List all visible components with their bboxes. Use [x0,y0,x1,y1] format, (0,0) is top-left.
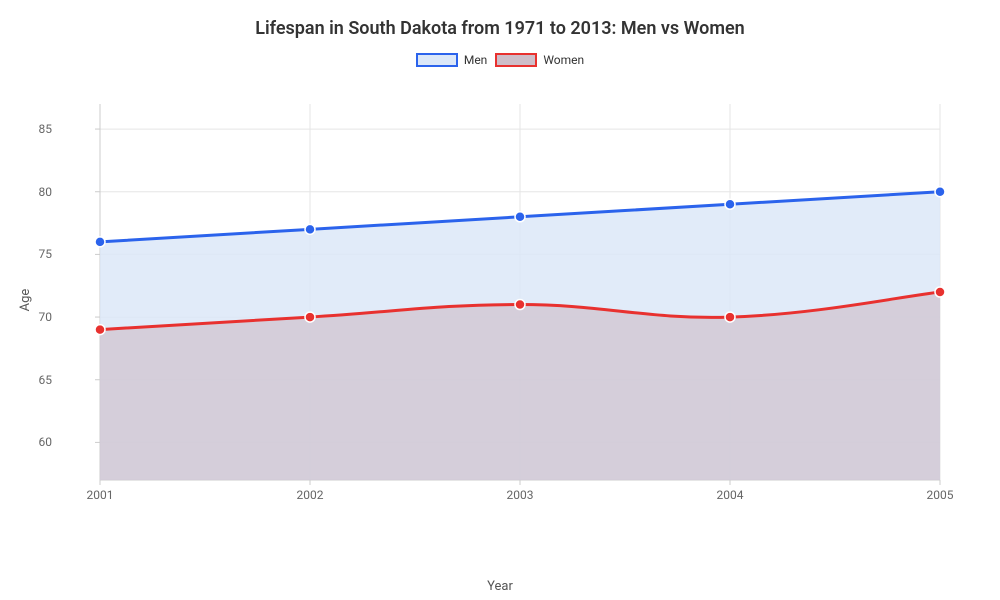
legend-label-women: Women [543,53,584,67]
x-tick-label: 2005 [927,488,954,502]
plot-svg [60,96,960,516]
legend-item-men: Men [416,53,487,67]
x-tick-label: 2004 [717,488,744,502]
y-axis-label: Age [18,289,33,312]
legend-swatch-women [495,53,537,67]
x-tick-label: 2001 [87,488,114,502]
y-tick-label: 70 [39,310,53,324]
y-tick-label: 60 [39,435,53,449]
chart-container: Lifespan in South Dakota from 1971 to 20… [0,0,1000,600]
y-tick-label: 85 [39,122,53,136]
x-tick-label: 2003 [507,488,534,502]
x-tick-label: 2002 [297,488,324,502]
x-axis-label: Year [487,579,513,594]
y-tick-label: 80 [39,185,53,199]
legend: Men Women [0,53,1000,67]
legend-label-men: Men [464,53,487,67]
chart-title: Lifespan in South Dakota from 1971 to 20… [0,0,1000,39]
legend-item-women: Women [495,53,584,67]
y-tick-label: 65 [39,373,53,387]
legend-swatch-men [416,53,458,67]
y-tick-label: 75 [39,247,53,261]
plot-area: 60657075808520012002200320042005 [60,96,960,516]
